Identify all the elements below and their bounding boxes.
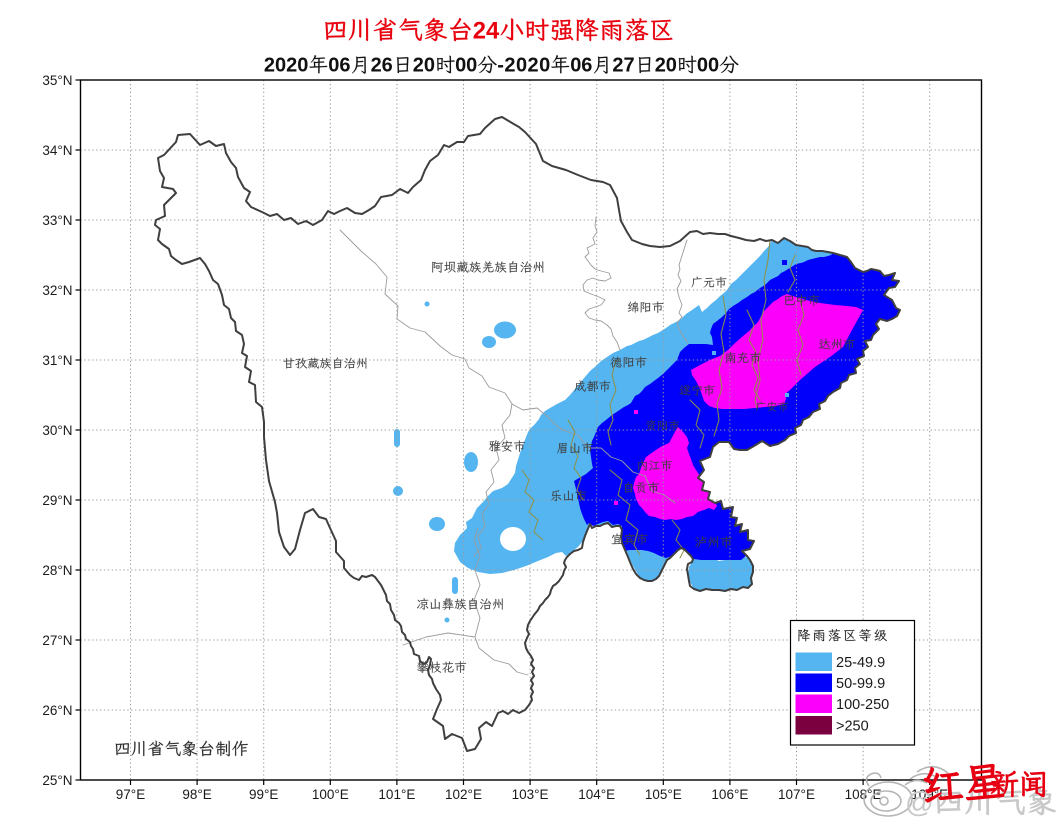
- svg-text:50-99.9: 50-99.9: [836, 676, 885, 692]
- svg-text:33°N: 33°N: [42, 213, 72, 228]
- svg-text:27°N: 27°N: [42, 633, 72, 648]
- svg-text:29°N: 29°N: [42, 493, 72, 508]
- svg-text:-2020: -2020: [497, 55, 550, 77]
- svg-text:25-49.9: 25-49.9: [836, 655, 885, 671]
- svg-text:102°E: 102°E: [445, 787, 482, 802]
- svg-text:00: 00: [697, 55, 719, 77]
- svg-text:32°N: 32°N: [42, 283, 72, 298]
- svg-text:2020: 2020: [264, 55, 309, 77]
- svg-text:98°E: 98°E: [182, 787, 211, 802]
- svg-text:24: 24: [473, 18, 500, 45]
- svg-text:28°N: 28°N: [42, 563, 72, 578]
- svg-text:30°N: 30°N: [42, 423, 72, 438]
- svg-text:107°E: 107°E: [778, 787, 815, 802]
- svg-text:108°E: 108°E: [845, 787, 882, 802]
- svg-text:99°E: 99°E: [249, 787, 278, 802]
- svg-text:104°E: 104°E: [578, 787, 615, 802]
- svg-text:20: 20: [655, 55, 677, 77]
- svg-text:31°N: 31°N: [42, 353, 72, 368]
- svg-text:06: 06: [570, 55, 592, 77]
- svg-text:06: 06: [328, 55, 350, 77]
- svg-text:>250: >250: [836, 719, 869, 735]
- svg-text:103°E: 103°E: [512, 787, 549, 802]
- svg-text:101°E: 101°E: [378, 787, 415, 802]
- svg-text:35°N: 35°N: [42, 73, 72, 88]
- svg-text:100°E: 100°E: [312, 787, 349, 802]
- svg-text:106°E: 106°E: [711, 787, 748, 802]
- svg-text:25°N: 25°N: [42, 773, 72, 788]
- svg-text:27: 27: [612, 55, 634, 77]
- svg-text:26°N: 26°N: [42, 703, 72, 718]
- svg-text:105°E: 105°E: [645, 787, 682, 802]
- svg-text:00: 00: [455, 55, 477, 77]
- svg-text:97°E: 97°E: [116, 787, 145, 802]
- svg-text:26: 26: [371, 55, 393, 77]
- svg-text:34°N: 34°N: [42, 143, 72, 158]
- svg-text:20: 20: [413, 55, 435, 77]
- svg-text:100-250: 100-250: [836, 697, 889, 713]
